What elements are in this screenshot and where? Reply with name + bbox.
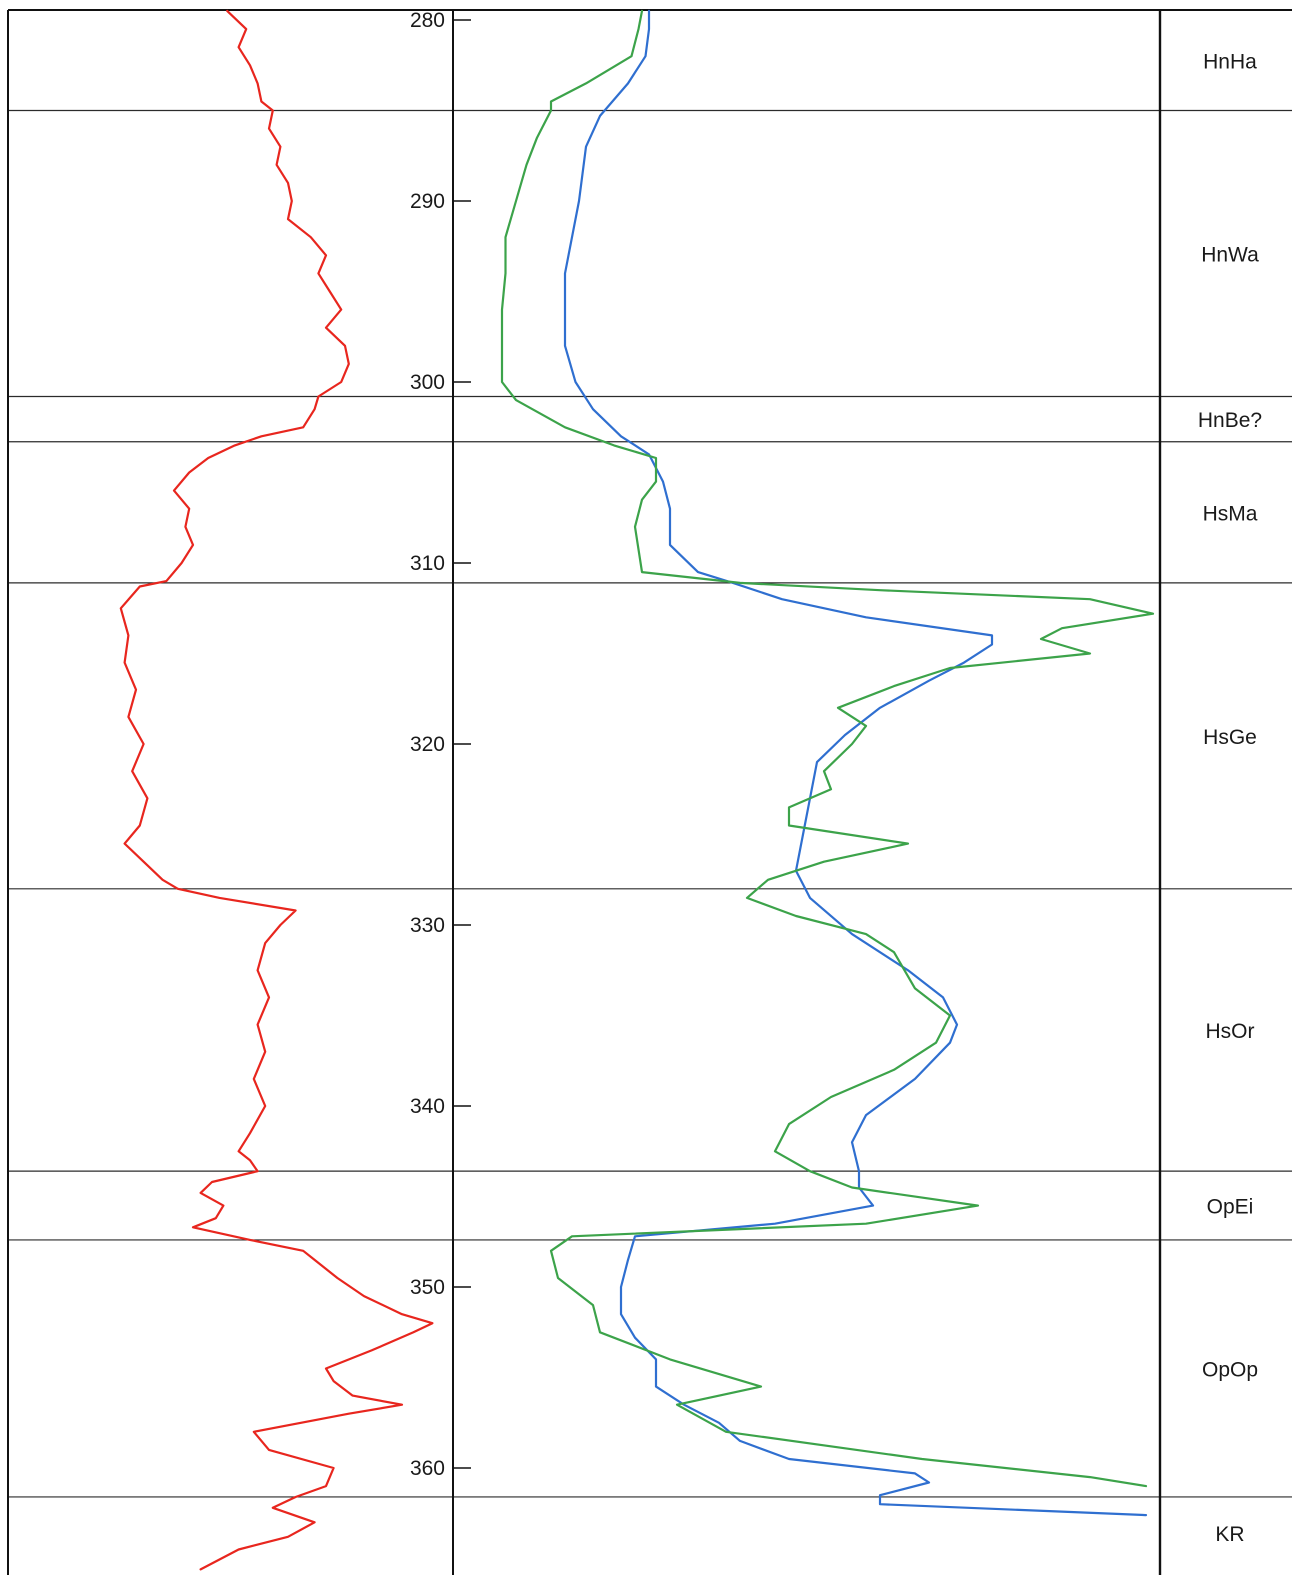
formation-unit-labels: HnHa HnWa HnBe? HsMa HsGe HsOr OpEi OpOp KR xyxy=(1198,51,1262,1546)
depth-tick-label: 320 xyxy=(410,733,445,756)
formation-unit-label: HsGe xyxy=(1203,726,1257,749)
chart-frame xyxy=(7,9,1292,1575)
depth-tick-label: 310 xyxy=(410,552,445,575)
log-curve-2 xyxy=(563,9,1148,1517)
depth-tick-label: 280 xyxy=(410,9,445,32)
formation-unit-label: HsMa xyxy=(1203,502,1258,525)
formation-unit-label: KR xyxy=(1215,1523,1244,1546)
depth-tick-label: 360 xyxy=(410,1457,445,1480)
log-curve-3 xyxy=(500,9,1155,1488)
formation-boundary-lines xyxy=(8,109,1292,1498)
depth-axis-ticks: 280 290 300 310 320 330 340 350 360 xyxy=(410,9,471,1480)
depth-tick-label: 290 xyxy=(410,190,445,213)
formation-unit-label: HsOr xyxy=(1206,1020,1255,1043)
log-curves xyxy=(119,9,1155,1571)
formation-unit-label: OpEi xyxy=(1207,1196,1254,1219)
formation-unit-label: HnBe? xyxy=(1198,409,1262,432)
depth-tick-label: 350 xyxy=(410,1276,445,1299)
formation-unit-label: HnWa xyxy=(1201,243,1259,266)
depth-tick-label: 330 xyxy=(410,914,445,937)
formation-unit-label: OpOp xyxy=(1202,1358,1258,1381)
depth-tick-label: 300 xyxy=(410,371,445,394)
formation-unit-label: HnHa xyxy=(1203,51,1257,74)
log-curve-1 xyxy=(119,9,434,1571)
depth-tick-label: 340 xyxy=(410,1095,445,1118)
